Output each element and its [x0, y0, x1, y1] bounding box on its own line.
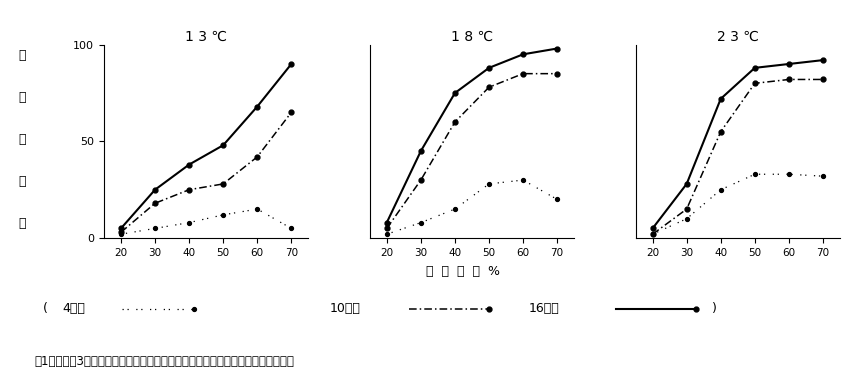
Text: 分: 分 [18, 133, 25, 146]
Title: 2 3 ℃: 2 3 ℃ [717, 29, 759, 44]
Text: 図1．　尿素3％添加した稲ワラの水分、温度条件の違いによる尿素分解率の推移: 図1． 尿素3％添加した稲ワラの水分、温度条件の違いによる尿素分解率の推移 [35, 355, 294, 368]
Text: 10日後: 10日後 [329, 302, 360, 315]
Text: 尿: 尿 [18, 49, 25, 62]
Text: 解: 解 [18, 175, 25, 188]
Text: 率: 率 [18, 217, 25, 230]
Title: 1 3 ℃: 1 3 ℃ [185, 29, 227, 44]
Text: 水  分  含  量  %: 水 分 含 量 % [426, 265, 501, 278]
Text: 素: 素 [18, 91, 25, 104]
Text: 16日後: 16日後 [528, 302, 559, 315]
Text: (: ( [42, 302, 48, 315]
Text: ): ) [712, 302, 717, 315]
Text: 4日後: 4日後 [62, 302, 86, 315]
Title: 1 8 ℃: 1 8 ℃ [451, 29, 493, 44]
